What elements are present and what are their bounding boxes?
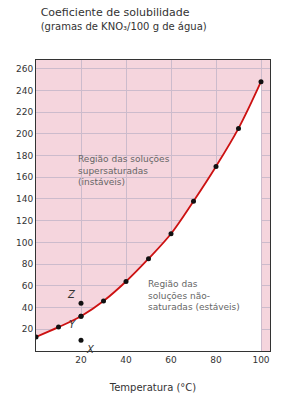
svg-text:180: 180 (16, 151, 33, 161)
svg-text:60: 60 (165, 355, 177, 365)
svg-text:X: X (86, 344, 95, 355)
svg-text:40: 40 (22, 303, 34, 313)
svg-text:160: 160 (16, 172, 33, 182)
svg-text:120: 120 (16, 216, 33, 226)
svg-text:Temperatura (°C): Temperatura (°C) (109, 382, 197, 393)
svg-text:Y: Y (69, 319, 76, 330)
svg-text:100: 100 (16, 238, 33, 248)
svg-text:20: 20 (22, 324, 34, 334)
svg-text:80: 80 (22, 259, 34, 269)
svg-text:Região das soluçõessupersatura: Região das soluçõessupersaturadas(instáv… (78, 154, 170, 187)
svg-text:Coeficiente de solubilidade(gr: Coeficiente de solubilidade(gramas de KN… (41, 6, 207, 32)
svg-text:200: 200 (16, 129, 33, 139)
svg-text:140: 140 (16, 194, 33, 204)
svg-text:40: 40 (120, 355, 132, 365)
svg-text:220: 220 (16, 107, 33, 117)
svg-text:Região dassoluções não-saturad: Região dassoluções não-saturadas (estáve… (148, 279, 240, 312)
svg-text:100: 100 (252, 355, 269, 365)
svg-text:80: 80 (210, 355, 222, 365)
svg-text:240: 240 (16, 86, 33, 96)
svg-text:20: 20 (75, 355, 87, 365)
svg-text:60: 60 (22, 281, 34, 291)
svg-text:260: 260 (16, 64, 33, 74)
svg-text:Z: Z (67, 289, 76, 300)
